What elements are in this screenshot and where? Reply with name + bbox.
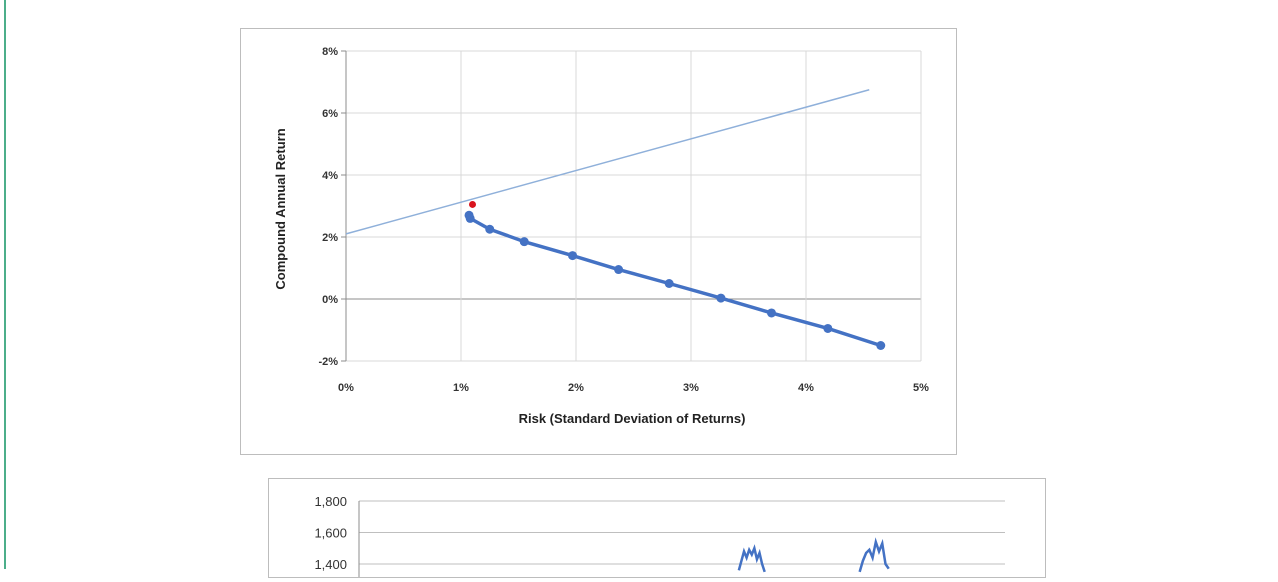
x-tick-label: 4%: [798, 382, 814, 394]
y-tick-label: 6%: [322, 108, 338, 120]
chart2-series: [737, 537, 890, 573]
chart1-y-axis-label: Compound Annual Return: [273, 128, 288, 289]
frontier-point: [568, 251, 578, 261]
frontier-point: [485, 224, 495, 234]
frontier-point: [823, 323, 833, 333]
chart2-y-tick-labels: 1,800 1,600 1,400: [314, 494, 347, 572]
series-line-segment: [858, 537, 890, 573]
frontier-point: [519, 237, 529, 247]
frontier-line: [467, 214, 882, 348]
capital-market-line: [345, 89, 870, 235]
x-tick-label: 2%: [568, 382, 584, 394]
frontier-point: [767, 308, 776, 318]
chart1-x-tick-labels: 0% 1% 2% 3% 4% 5%: [338, 382, 929, 394]
y-tick-label: 8%: [322, 46, 338, 58]
frontier-point: [876, 341, 886, 350]
frontier-point: [614, 265, 624, 275]
y-tick-label: 1,600: [314, 526, 347, 541]
y-tick-label: 1,800: [314, 494, 347, 509]
x-tick-label: 1%: [453, 382, 469, 394]
series-line-segment: [737, 544, 766, 573]
x-tick-label: 3%: [683, 382, 699, 394]
risk-return-chart-svg: -2% 0% 2% 4% 6% 8% 0% 1% 2% 3% 4% 5% Risk (Standar…: [273, 46, 929, 426]
time-series-chart-svg: 1,800 1,600 1,400: [314, 494, 1005, 582]
chart1-x-axis-label: Risk (Standard Deviation of Returns): [519, 411, 746, 426]
chart1-series: [345, 89, 886, 350]
risk-return-chart: -2% 0% 2% 4% 6% 8% 0% 1% 2% 3% 4% 5% Risk (Standar…: [240, 28, 957, 455]
y-tick-label: -2%: [318, 356, 338, 368]
frontier-point: [664, 279, 674, 288]
frontier-point: [465, 213, 475, 223]
y-tick-label: 1,400: [314, 557, 347, 572]
y-tick-label: 4%: [322, 170, 338, 182]
y-tick-label: 0%: [322, 294, 338, 306]
frontier-point: [716, 293, 726, 303]
chart1-y-tick-labels: -2% 0% 2% 4% 6% 8%: [318, 46, 338, 368]
chart1-gridlines: [341, 50, 922, 362]
y-tick-label: 2%: [322, 232, 338, 244]
time-series-chart: 1,800 1,600 1,400: [268, 478, 1046, 582]
left-accent-border: [4, 0, 6, 569]
x-tick-label: 5%: [913, 382, 929, 394]
x-tick-label: 0%: [338, 382, 354, 394]
tangency-point: [469, 200, 476, 208]
chart2-gridlines: [358, 500, 1005, 582]
